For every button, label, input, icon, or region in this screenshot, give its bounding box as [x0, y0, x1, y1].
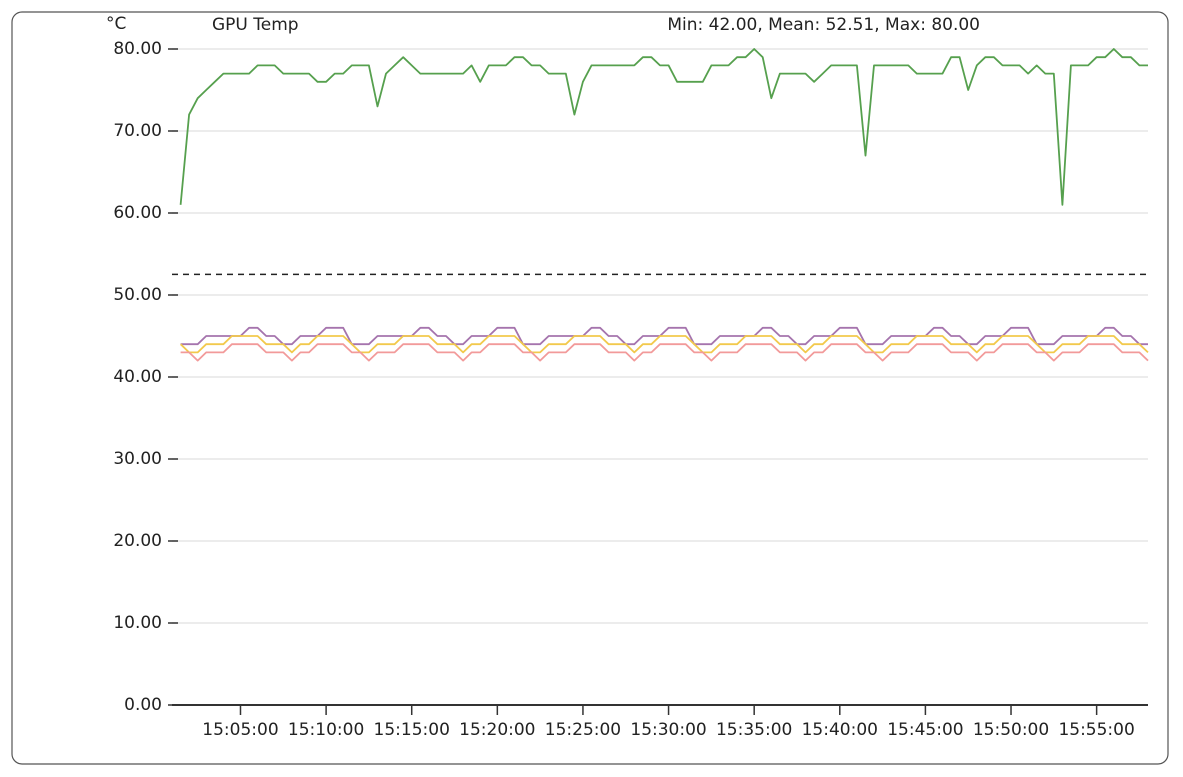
- x-tick-label: 15:55:00: [1058, 720, 1134, 740]
- y-tick-label: 30.00: [113, 449, 162, 469]
- x-tick-label: 15:30:00: [630, 720, 706, 740]
- stats-summary: Min: 42.00, Mean: 52.51, Max: 80.00: [667, 15, 980, 35]
- x-tick-label: 15:05:00: [202, 720, 278, 740]
- y-tick-label: 20.00: [113, 531, 162, 551]
- y-tick-label: 0.00: [124, 695, 162, 715]
- y-axis-unit: °C: [106, 14, 126, 34]
- chart-title: GPU Temp: [212, 15, 299, 35]
- x-tick-label: 15:35:00: [716, 720, 792, 740]
- y-tick-label: 10.00: [113, 613, 162, 633]
- x-tick-label: 15:10:00: [288, 720, 364, 740]
- series-line: [180, 343, 1149, 362]
- x-tick-label: 15:25:00: [545, 720, 621, 740]
- series-line: [179, 335, 1149, 354]
- y-tick-label: 40.00: [113, 367, 162, 387]
- y-tick-label: 70.00: [113, 121, 162, 141]
- x-tick-label: 15:20:00: [459, 720, 535, 740]
- x-tick-label: 15:40:00: [802, 720, 878, 740]
- y-tick-label: 60.00: [113, 203, 162, 223]
- series-line: [180, 326, 1148, 346]
- x-tick-label: 15:15:00: [374, 720, 450, 740]
- panel-border: [11, 11, 1169, 765]
- x-tick-label: 15:50:00: [973, 720, 1049, 740]
- x-tick-label: 15:45:00: [887, 720, 963, 740]
- series-line: [179, 48, 1148, 206]
- y-tick-label: 50.00: [113, 285, 162, 305]
- y-tick-label: 80.00: [113, 39, 162, 59]
